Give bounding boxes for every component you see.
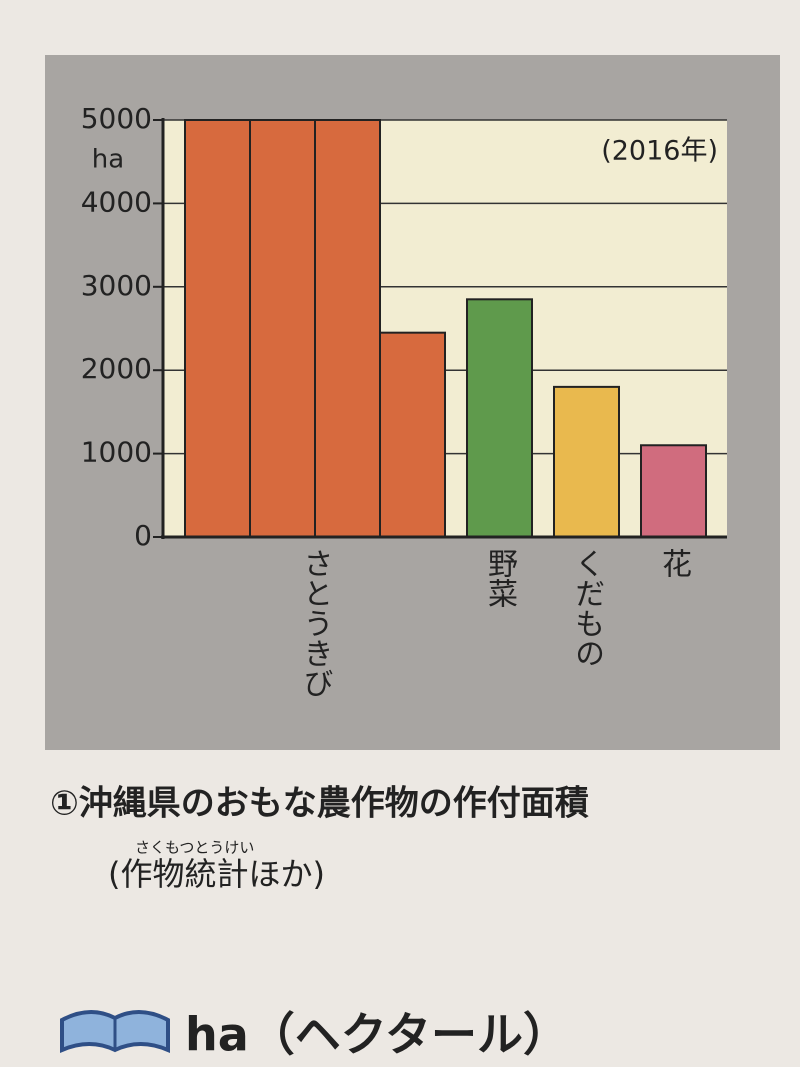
x-tick-label: 花 bbox=[656, 548, 691, 578]
bar bbox=[184, 119, 251, 538]
bar bbox=[466, 298, 533, 538]
y-tick-label: 2000 bbox=[81, 352, 152, 385]
bar bbox=[314, 119, 381, 538]
bars bbox=[184, 119, 707, 539]
y-tick-label: 1000 bbox=[81, 436, 152, 469]
y-tick-label: 3000 bbox=[81, 269, 152, 302]
x-tick-label: さとうきび bbox=[298, 548, 333, 698]
x-tick-label: くだもの bbox=[569, 548, 604, 668]
bar bbox=[640, 444, 707, 539]
y-tick-label: 5000 bbox=[81, 102, 152, 135]
labels: 0 1000 2000 3000 4000 5000 さとうきび 野菜 くだもの 花 bbox=[81, 102, 691, 698]
bar bbox=[553, 385, 620, 538]
y-unit: ha bbox=[92, 145, 124, 175]
y-tick-label: 4000 bbox=[81, 185, 152, 218]
y-tick-label: 0 bbox=[134, 519, 152, 552]
ruby: さくもつとうけい bbox=[135, 839, 254, 857]
book-icon bbox=[60, 1010, 170, 1054]
source: (作物統計ほか) bbox=[108, 855, 325, 893]
bar bbox=[379, 331, 446, 539]
x-tick-label: 野菜 bbox=[482, 548, 517, 608]
annotation: (2016年) bbox=[601, 136, 718, 167]
caption: ①沖縄県のおもな農作物の作付面積 bbox=[50, 784, 589, 824]
footer-term: ha（ヘクタール） bbox=[185, 1008, 569, 1062]
bar bbox=[249, 119, 316, 538]
